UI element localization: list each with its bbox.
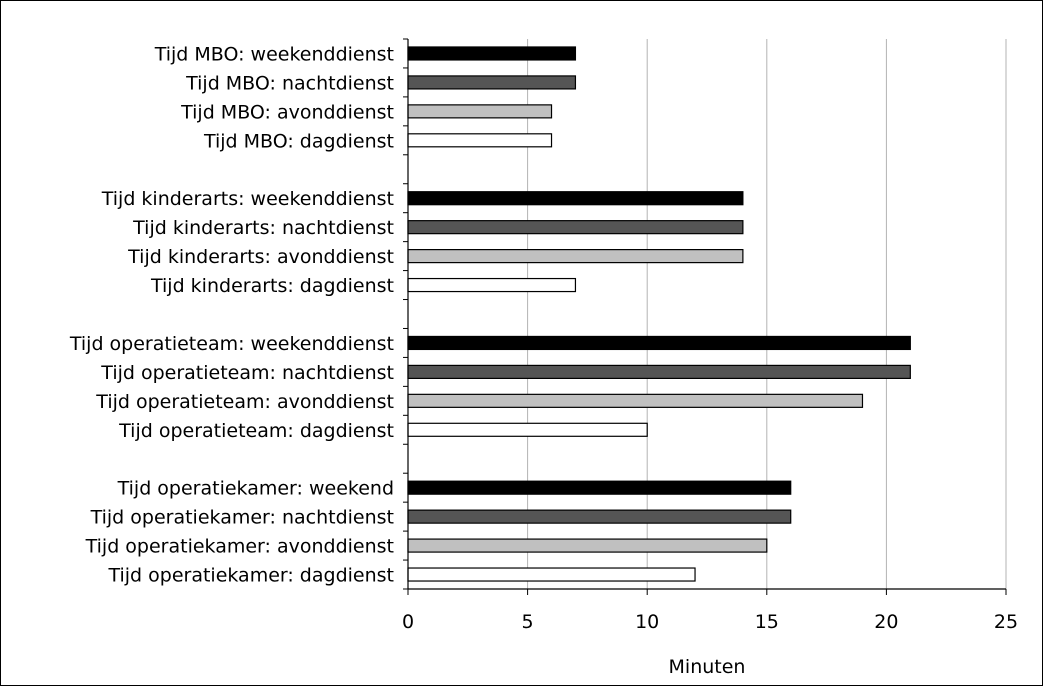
category-label-tijd-operatiekamer-nachtdienst: Tijd operatiekamer: nachtdienst	[90, 507, 394, 529]
bar-tijd-operatieteam-nachtdienst	[407, 364, 911, 379]
bar-tijd-kinderarts-nachtdienst	[407, 220, 744, 235]
category-label-tijd-mbo-weekenddienst: Tijd MBO: weekenddienst	[154, 43, 394, 65]
bar-tijd-operatieteam-avonddienst	[407, 393, 864, 408]
x-tick-label-20: 20	[874, 611, 898, 633]
axes	[403, 38, 1007, 595]
category-label-tijd-kinderarts-weekenddienst: Tijd kinderarts: weekenddienst	[101, 188, 394, 210]
category-label-tijd-operatiekamer-dagdienst: Tijd operatiekamer: dagdienst	[107, 565, 394, 587]
x-tick-label-25: 25	[994, 611, 1018, 633]
bar-tijd-operatiekamer-nachtdienst	[407, 509, 792, 524]
bar-tijd-mbo-weekenddienst	[407, 46, 577, 61]
category-label-tijd-kinderarts-nachtdienst: Tijd kinderarts: nachtdienst	[132, 217, 394, 239]
category-label-tijd-mbo-avonddienst: Tijd MBO: avonddienst	[180, 101, 394, 123]
x-tick-labels: 0 5 10 15 20 25	[402, 611, 1018, 633]
x-tick-label-10: 10	[635, 611, 659, 633]
bar-tijd-operatieteam-weekenddienst	[407, 335, 911, 351]
category-labels: Tijd MBO: weekenddienst Tijd MBO: nachtdi…	[69, 43, 394, 586]
category-label-tijd-mbo-nachtdienst: Tijd MBO: nachtdienst	[185, 72, 394, 94]
bars	[407, 46, 911, 582]
x-axis-title: Minuten	[669, 656, 746, 678]
bar-tijd-operatiekamer-dagdienst	[407, 567, 696, 582]
category-label-tijd-operatieteam-nachtdienst: Tijd operatieteam: nachtdienst	[100, 362, 394, 384]
category-label-tijd-kinderarts-dagdienst: Tijd kinderarts: dagdienst	[150, 275, 394, 297]
gridlines	[527, 39, 1007, 589]
category-label-tijd-operatieteam-dagdienst: Tijd operatieteam: dagdienst	[118, 420, 394, 442]
bar-tijd-kinderarts-avonddienst	[407, 249, 744, 264]
bar-tijd-operatiekamer-weekend	[407, 480, 792, 495]
category-label-tijd-mbo-dagdienst: Tijd MBO: dagdienst	[203, 130, 394, 152]
bar-tijd-mbo-dagdienst	[407, 133, 553, 148]
bar-tijd-operatiekamer-avonddienst	[407, 538, 768, 553]
category-label-tijd-kinderarts-avonddienst: Tijd kinderarts: avonddienst	[127, 246, 394, 268]
category-label-tijd-operatieteam-avonddienst: Tijd operatieteam: avonddienst	[95, 391, 394, 413]
bar-tijd-operatieteam-dagdienst	[407, 422, 648, 437]
x-tick-label-5: 5	[522, 611, 534, 633]
category-label-tijd-operatieteam-weekenddienst: Tijd operatieteam: weekenddienst	[69, 333, 394, 355]
bar-tijd-mbo-nachtdienst	[407, 75, 577, 90]
category-label-tijd-operatiekamer-avonddienst: Tijd operatiekamer: avonddienst	[85, 536, 394, 558]
bar-tijd-kinderarts-weekenddienst	[407, 191, 744, 206]
x-tick-label-0: 0	[402, 611, 414, 633]
bar-tijd-kinderarts-dagdienst	[407, 277, 577, 293]
bar-tijd-mbo-avonddienst	[407, 104, 553, 119]
x-tick-label-15: 15	[755, 611, 779, 633]
category-label-tijd-operatiekamer-weekend: Tijd operatiekamer: weekend	[117, 478, 394, 500]
